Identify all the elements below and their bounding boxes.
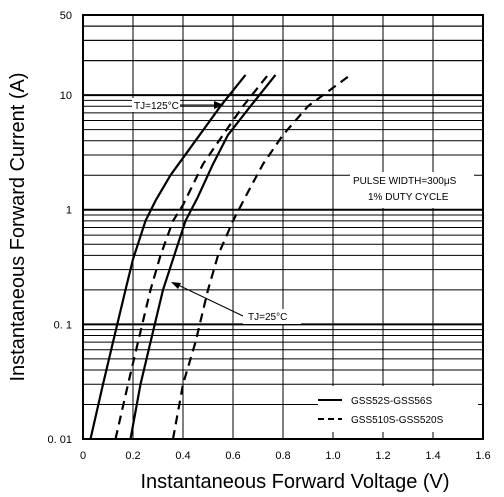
y-tick-label: 0. 1 <box>54 319 72 331</box>
x-tick-label: 0.4 <box>175 450 190 462</box>
y-tick-label: 50 <box>60 10 72 22</box>
pulse-width-box <box>350 172 474 208</box>
y-tick-labels: 50 10 1 0. 1 0. 01 <box>48 10 72 446</box>
y-axis-title: Instantaneous Forward Current (A) <box>7 72 29 381</box>
legend-solid-label: GSS52S-GSS56S <box>351 396 432 407</box>
x-tick-label: 1.2 <box>375 450 390 462</box>
legend-dashed-label: GSS510S-GSS520S <box>351 415 444 426</box>
tj-low-label-box <box>243 309 301 324</box>
tj-high-arrowhead <box>214 101 224 109</box>
pulse-width-label: PULSE WIDTH=300μS <box>353 176 457 187</box>
tj-low-label: TJ=25°C <box>248 312 287 323</box>
tj-high-label-box <box>132 98 180 112</box>
x-tick-label: 1.0 <box>325 450 340 462</box>
tj-low-arrowhead <box>171 282 181 289</box>
duty-cycle-label: 1% DUTY CYCLE <box>368 192 449 203</box>
x-tick-label: 0.2 <box>125 450 140 462</box>
curve-solid-tj-25c <box>129 74 277 440</box>
x-tick-label: 0.6 <box>225 450 240 462</box>
curve-dashed-tj-125c <box>114 74 269 440</box>
curves <box>89 74 352 440</box>
x-tick-label: 1.4 <box>425 450 440 462</box>
curve-solid-tj-125c <box>89 74 247 440</box>
plot-frame <box>82 14 484 440</box>
y-tick-label: 10 <box>60 90 72 102</box>
y-tick-label: 1 <box>66 205 72 217</box>
tj-low-arrow-line <box>175 283 244 317</box>
y-tick-label: 0. 01 <box>48 434 72 446</box>
legend-box <box>318 386 478 432</box>
x-tick-label: 0 <box>80 450 86 462</box>
x-tick-labels: 0 0.2 0.4 0.6 0.8 1.0 1.2 1.4 1.6 <box>80 450 491 462</box>
x-tick-label: 0.8 <box>275 450 290 462</box>
x-tick-label: 1.6 <box>475 450 490 462</box>
tj-high-label: TJ=125°C <box>134 101 179 112</box>
x-axis-title: Instantaneous Forward Voltage (V) <box>140 471 449 493</box>
curve-dashed-tj-25c <box>171 74 352 440</box>
